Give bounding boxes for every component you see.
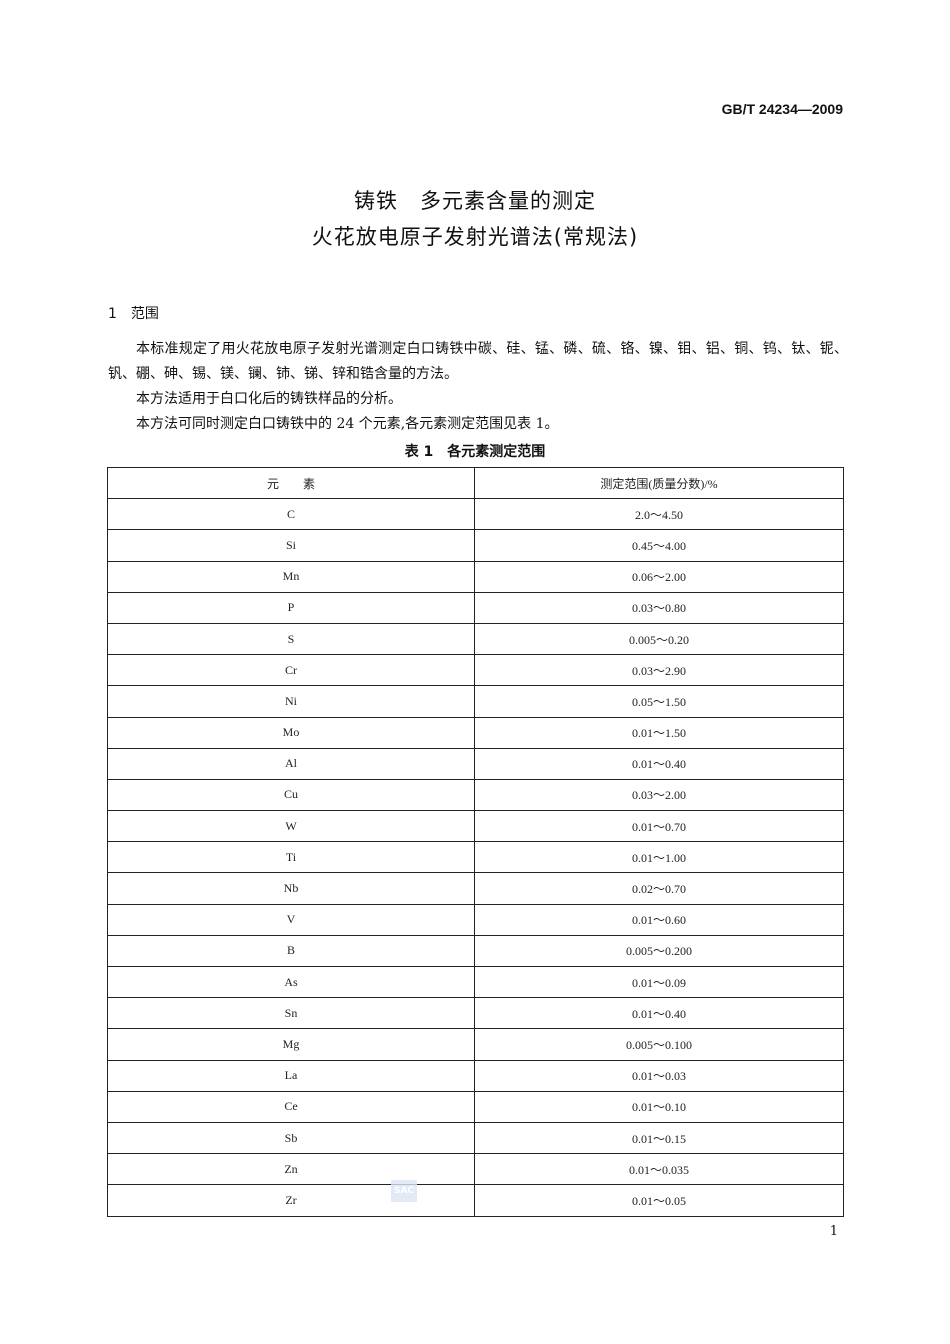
standard-number: GB/T 24234—2009	[721, 101, 843, 117]
element-cell: P	[107, 591, 475, 624]
table-row: Nb 0.02～0.70	[107, 872, 844, 905]
range-cell: 0.03～2.90	[474, 654, 844, 687]
element-cell: Sn	[107, 997, 475, 1030]
table-row: W 0.01～0.70	[107, 810, 844, 843]
range-cell: 0.05～1.50	[474, 685, 844, 718]
range-cell: 0.01～0.40	[474, 747, 844, 780]
element-cell: Ce	[107, 1090, 475, 1123]
element-cell: La	[107, 1059, 475, 1092]
range-cell: 0.01～1.00	[474, 841, 844, 874]
table-row: Si 0.45～4.00	[107, 529, 844, 562]
paragraph: 本标准规定了用火花放电原子发射光谱测定白口铸铁中碳、硅、锰、磷、硫、铬、镍、钼、…	[108, 341, 848, 382]
range-cell: 0.02～0.70	[474, 872, 844, 905]
table-row: V 0.01～0.60	[107, 903, 844, 936]
range-cell: 0.005～0.20	[474, 622, 844, 656]
element-cell: Cr	[107, 654, 475, 687]
range-cell: 0.01～0.035	[474, 1153, 844, 1186]
element-cell: C	[107, 498, 475, 531]
table-row: Cr 0.03～2.90	[107, 654, 844, 687]
element-cell: Mn	[107, 560, 475, 593]
range-cell: 0.01～0.15	[474, 1121, 844, 1155]
range-cell: 0.01～0.10	[474, 1090, 844, 1123]
range-cell: 0.005～0.100	[474, 1028, 844, 1061]
table-row: B 0.005～0.200	[107, 934, 844, 968]
range-cell: 0.01～1.50	[474, 716, 844, 749]
element-cell: Zn	[107, 1153, 475, 1186]
element-cell: As	[107, 965, 475, 999]
header-range: 测定范围(质量分数)/%	[474, 466, 844, 500]
table-row: Mn 0.06～2.00	[107, 560, 844, 593]
range-cell: 0.01～0.09	[474, 965, 844, 999]
range-cell: 0.06～2.00	[474, 560, 844, 593]
element-cell: W	[107, 810, 475, 843]
element-cell: Sb	[107, 1121, 475, 1155]
element-cell: Ti	[107, 841, 475, 874]
range-cell: 0.03～2.00	[474, 778, 844, 812]
element-cell: Ni	[107, 685, 475, 718]
range-cell: 0.03～0.80	[474, 591, 844, 624]
section-heading: 1 范围	[108, 306, 159, 322]
table-row: Sb 0.01～0.15	[107, 1121, 844, 1155]
table-row: Sn 0.01～0.40	[107, 997, 844, 1030]
range-cell: 0.01～0.03	[474, 1059, 844, 1092]
title-line-2: 火花放电原子发射光谱法(常规法)	[311, 225, 639, 249]
paragraph: 本方法可同时测定白口铸铁中的 24 个元素,各元素测定范围见表 1。	[136, 416, 559, 432]
table-row: As 0.01～0.09	[107, 965, 844, 999]
table-row: Al 0.01～0.40	[107, 747, 844, 780]
range-cell: 2.0～4.50	[474, 498, 844, 531]
table-row: Zn 0.01～0.035	[107, 1153, 844, 1186]
page-number: 1	[829, 1224, 838, 1239]
table-row: P 0.03～0.80	[107, 591, 844, 624]
range-cell: 0.45～4.00	[474, 529, 844, 562]
table-header-row: 元 素测定范围(质量分数)/%	[107, 466, 844, 500]
table-row: Mo 0.01～1.50	[107, 716, 844, 749]
table-row: La 0.01～0.03	[107, 1059, 844, 1092]
range-cell: 0.01～0.60	[474, 903, 844, 936]
table-row: C 2.0～4.50	[107, 498, 844, 531]
element-cell: Mo	[107, 716, 475, 749]
element-cell: B	[107, 934, 475, 968]
range-cell: 0.01～0.40	[474, 997, 844, 1030]
element-cell: Nb	[107, 872, 475, 905]
table-caption: 表 1 各元素测定范围	[404, 444, 546, 460]
element-cell: Al	[107, 747, 475, 780]
element-cell: Si	[107, 529, 475, 562]
element-cell: Cu	[107, 778, 475, 812]
element-cell: V	[107, 903, 475, 936]
table-row: Mg 0.005～0.100	[107, 1028, 844, 1061]
table-row: S 0.005～0.20	[107, 622, 844, 656]
sac-watermark-logo: SAC	[391, 1180, 417, 1202]
range-cell: 0.01～0.05	[474, 1184, 844, 1217]
element-cell: S	[107, 622, 475, 656]
element-cell: Zr	[107, 1184, 475, 1217]
table-row: Ce 0.01～0.10	[107, 1090, 844, 1123]
table-row: Ni 0.05～1.50	[107, 685, 844, 718]
range-cell: 0.005～0.200	[474, 934, 844, 968]
element-cell: Mg	[107, 1028, 475, 1061]
header-element: 元 素	[107, 466, 475, 500]
title-line-1: 铸铁 多元素含量的测定	[354, 189, 596, 213]
element-range-table: 元 素测定范围(质量分数)/% C 2.0～4.50 Si 0.45～4.00 Mn 0.…	[107, 466, 844, 1217]
table-row: Cu 0.03～2.00	[107, 778, 844, 812]
table-row: Zr 0.01～0.05	[107, 1184, 844, 1217]
range-cell: 0.01～0.70	[474, 810, 844, 843]
paragraph: 本方法适用于白口化后的铸铁样品的分析。	[136, 391, 402, 407]
table-row: Ti 0.01～1.00	[107, 841, 844, 874]
